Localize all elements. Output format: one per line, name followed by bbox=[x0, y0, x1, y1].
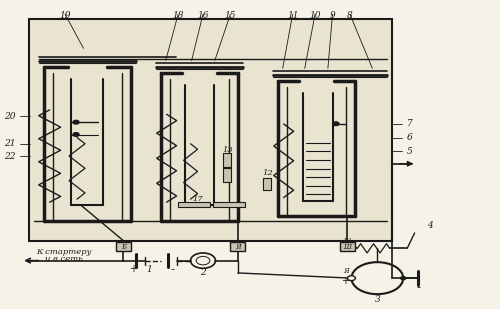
Text: 15: 15 bbox=[224, 11, 236, 19]
Circle shape bbox=[73, 133, 79, 136]
Bar bbox=[340, 242, 355, 252]
Text: 9: 9 bbox=[330, 11, 336, 19]
Text: 19: 19 bbox=[60, 11, 71, 19]
Text: 18: 18 bbox=[172, 11, 184, 19]
Bar bbox=[28, 19, 392, 241]
Bar bbox=[263, 178, 270, 190]
Text: 6: 6 bbox=[407, 133, 413, 142]
Text: 13: 13 bbox=[222, 146, 234, 154]
Text: ш: ш bbox=[344, 235, 351, 243]
Bar bbox=[178, 202, 210, 207]
Text: 17: 17 bbox=[192, 195, 203, 203]
Bar bbox=[223, 153, 231, 167]
Text: +: + bbox=[130, 264, 138, 274]
Text: 20: 20 bbox=[4, 112, 16, 121]
Text: 2: 2 bbox=[200, 268, 206, 277]
Text: 8: 8 bbox=[347, 11, 353, 19]
Text: Ш: Ш bbox=[344, 243, 351, 251]
Text: 21: 21 bbox=[4, 139, 16, 148]
Text: 4: 4 bbox=[427, 221, 433, 230]
Text: и в сеть: и в сеть bbox=[44, 255, 82, 263]
Text: 16: 16 bbox=[198, 11, 209, 19]
Text: 7: 7 bbox=[407, 119, 413, 128]
Circle shape bbox=[73, 120, 79, 124]
Text: +: + bbox=[341, 276, 349, 286]
Text: 22: 22 bbox=[4, 151, 16, 161]
Text: 1: 1 bbox=[147, 265, 152, 274]
Text: 12: 12 bbox=[262, 169, 273, 177]
Text: Я: Я bbox=[344, 267, 349, 275]
Text: 11: 11 bbox=[287, 11, 298, 19]
Text: 3: 3 bbox=[374, 295, 380, 304]
Text: К стартеру: К стартеру bbox=[36, 248, 92, 256]
Text: 5: 5 bbox=[407, 147, 413, 156]
Text: -: - bbox=[416, 282, 420, 292]
Text: Я: Я bbox=[235, 243, 240, 251]
Bar bbox=[213, 202, 246, 207]
Text: 10: 10 bbox=[310, 11, 321, 19]
Text: -: - bbox=[170, 264, 174, 274]
Bar bbox=[223, 168, 231, 182]
Circle shape bbox=[333, 122, 339, 125]
Circle shape bbox=[400, 277, 406, 280]
Text: 14: 14 bbox=[222, 158, 234, 166]
Bar bbox=[116, 242, 131, 252]
Bar bbox=[230, 242, 246, 252]
Circle shape bbox=[348, 276, 356, 281]
Text: Б: Б bbox=[121, 243, 126, 251]
